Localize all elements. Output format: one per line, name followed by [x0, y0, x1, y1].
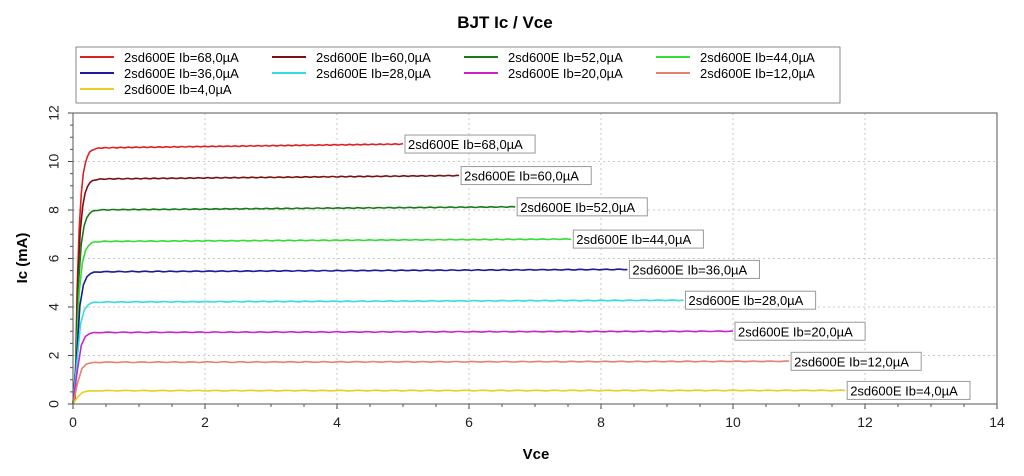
x-tick-label: 14 [989, 414, 1005, 430]
annotation-box [572, 229, 704, 249]
legend-entry: 2sd600E Ib=68,0µA [124, 50, 239, 65]
legend-entry: 2sd600E Ib=28,0µA [316, 66, 431, 81]
series-lines [72, 142, 846, 405]
series-line [72, 205, 516, 405]
legend-entry: 2sd600E Ib=12,0µA [700, 66, 815, 81]
y-tick-label: 8 [46, 206, 62, 214]
y-tick-label: 4 [46, 303, 62, 311]
annotation-box [734, 321, 866, 341]
annotation-label: 2sd600E Ib=28,0µA [689, 293, 804, 308]
x-tick-label: 0 [69, 414, 77, 430]
annotations: 2sd600E Ib=68,0µA 2sd600E Ib=60,0µA 2sd600… [404, 134, 971, 400]
chart-title: BJT Ic / Vce [457, 13, 552, 32]
legend-entry: 2sd600E Ib=52,0µA [508, 50, 623, 65]
annotation-box [628, 259, 761, 279]
x-tick-label: 10 [725, 414, 741, 430]
annotation-label: 2sd600E Ib=12,0µA [794, 354, 909, 369]
annotation-label: 2sd600E Ib=4,0µA [850, 383, 958, 398]
series-line [72, 299, 684, 405]
x-axis-title: Vce [523, 446, 550, 463]
series-line [72, 237, 572, 405]
legend-entry: 2sd600E Ib=36,0µA [124, 66, 239, 81]
x-tick-label: 2 [201, 414, 209, 430]
series-line [72, 389, 846, 405]
series-line [72, 268, 628, 405]
y-tick-label: 10 [46, 154, 62, 170]
annotation-box [790, 351, 922, 371]
y-tick-label: 6 [46, 254, 62, 262]
annotation-label: 2sd600E Ib=52,0µA [520, 200, 635, 215]
series-line [72, 330, 734, 405]
annotation-box [846, 380, 971, 400]
x-tick-label: 8 [597, 414, 605, 430]
plot-frame [72, 112, 998, 405]
annotation-label: 2sd600E Ib=20,0µA [738, 324, 853, 339]
annotation-label: 2sd600E Ib=68,0µA [408, 137, 523, 152]
x-tick-label: 6 [465, 414, 473, 430]
grid [73, 113, 997, 404]
y-axis-title: Ic (mA) [14, 233, 31, 284]
series-line [72, 360, 790, 405]
y-tick-label: 0 [46, 400, 62, 408]
annotation-box [685, 290, 817, 310]
annotation-box [404, 134, 536, 154]
y-tick-label: 12 [46, 105, 62, 121]
legend-entry: 2sd600E Ib=4,0µA [124, 82, 232, 97]
legend-entry: 2sd600E Ib=60,0µA [316, 50, 431, 65]
annotation-box [516, 197, 648, 217]
annotation-box [460, 166, 592, 186]
x-tick-label: 12 [857, 414, 873, 430]
legend-entry: 2sd600E Ib=20,0µA [508, 66, 623, 81]
x-tick-label: 4 [333, 414, 341, 430]
legend-box [75, 46, 841, 104]
y-tick-label: 2 [46, 351, 62, 359]
axes: 0 2 4 6 8 10 12 14 0 2 4 6 8 10 12 [46, 105, 1005, 430]
legend-entry: 2sd600E Ib=44,0µA [700, 50, 815, 65]
annotation-label: 2sd600E Ib=60,0µA [464, 169, 579, 184]
annotation-label: 2sd600E Ib=44,0µA [576, 232, 691, 247]
series-line [72, 174, 460, 405]
series-line [72, 142, 404, 405]
annotation-label: 2sd600E Ib=36,0µA [632, 262, 747, 277]
legend: 2sd600E Ib=68,0µA 2sd600E Ib=60,0µA 2sd600… [75, 46, 841, 104]
